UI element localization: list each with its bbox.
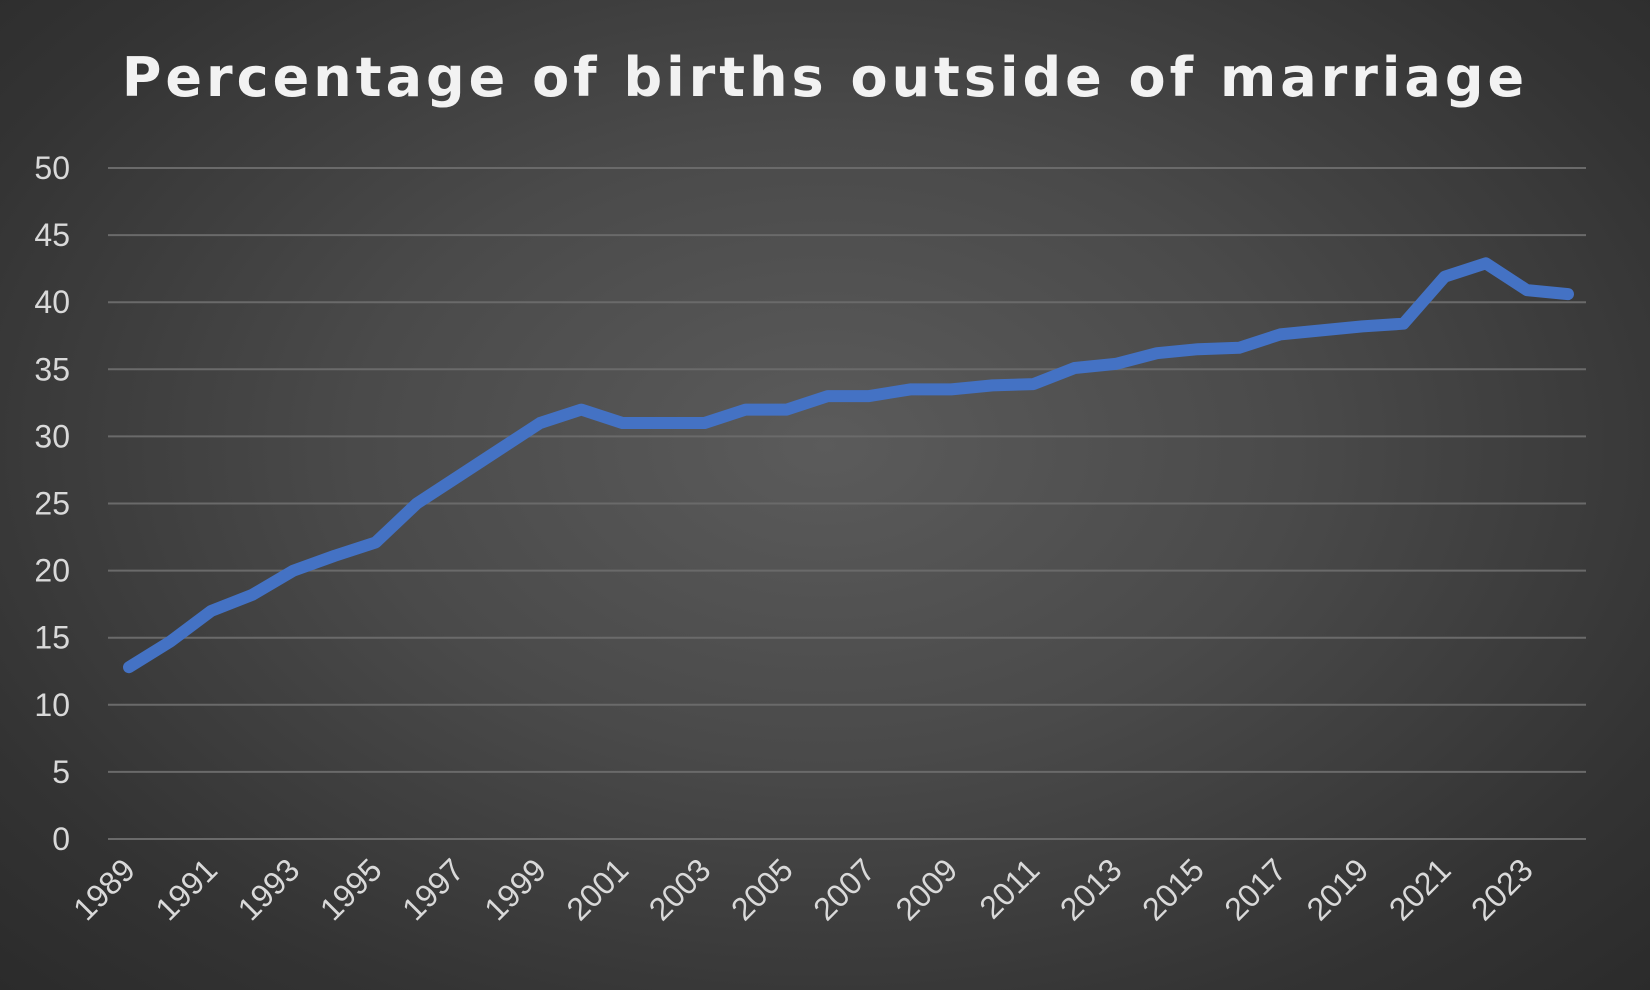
x-tick-label: 1989 [66,851,142,927]
y-tick-label: 5 [52,754,70,790]
x-tick-label: 2001 [560,851,636,927]
y-tick-label: 25 [34,486,70,522]
x-tick-label: 2023 [1464,851,1540,927]
y-tick-label: 50 [34,150,70,186]
x-tick-label: 2013 [1053,851,1129,927]
x-tick-label: 1991 [148,851,224,927]
x-tick-label: 2015 [1135,851,1211,927]
y-tick-label: 20 [34,553,70,589]
x-tick-label: 1995 [313,851,389,927]
x-tick-label: 1999 [477,851,553,927]
x-tick-label: 2019 [1300,851,1376,927]
y-axis-ticks: 0 5 10 15 20 25 30 35 40 45 50 [34,150,70,857]
series-line [123,257,1574,674]
y-tick-label: 15 [34,620,70,656]
x-tick-label: 2003 [642,851,718,927]
x-tick-label: 2005 [724,851,800,927]
x-tick-label: 2021 [1382,851,1458,927]
x-tick-label: 1997 [395,851,471,927]
x-axis-ticks: 1989 1991 1993 1995 1997 1999 2001 2003 2005 2007… [66,851,1540,927]
x-tick-label: 2007 [806,851,882,927]
y-tick-label: 40 [34,284,70,320]
gridlines [108,167,1586,840]
chart-title: Percentage of births outside of marriage [122,46,1528,109]
y-tick-label: 30 [34,418,70,454]
y-tick-label: 45 [34,217,70,253]
series-layer [123,257,1574,674]
y-tick-label: 0 [52,821,70,857]
x-tick-label: 2017 [1217,851,1293,927]
y-tick-label: 35 [34,351,70,387]
x-tick-label: 2009 [888,851,964,927]
y-tick-label: 10 [34,687,70,723]
x-tick-label: 2011 [972,851,1046,925]
x-tick-label: 1993 [231,851,307,927]
